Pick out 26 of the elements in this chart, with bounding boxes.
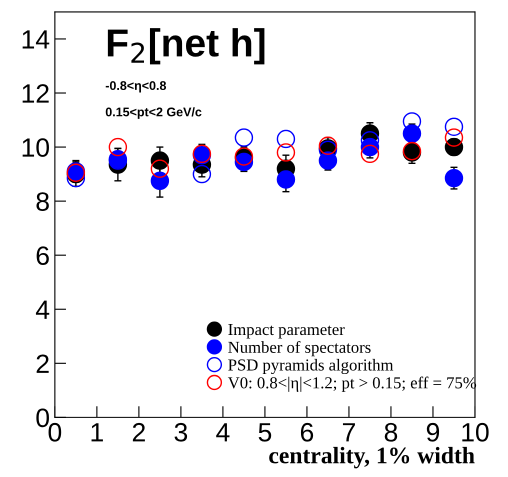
y-tick-label: 2 [36, 354, 49, 373]
y-tick-label: 12 [22, 84, 49, 103]
legend-label: Number of spectators [228, 341, 371, 356]
chart-title: F$_{2}$[net h] [108, 28, 264, 64]
x-tick-label: 2 [132, 422, 145, 442]
x-tick-label: 4 [216, 423, 230, 442]
y-tick-label: 4 [36, 300, 50, 319]
annotation: 0.15<pt<2 GeV/c [106, 107, 202, 119]
y-tick-label: 0 [36, 408, 49, 428]
y-tick-label: 6 [36, 246, 49, 266]
y-tick-label: 10 [22, 138, 49, 157]
legend-label: Impact parameter [228, 324, 345, 338]
x-axis-title: centrality, 1% width [269, 446, 475, 468]
x-tick-label: 8 [384, 422, 398, 442]
x-tick-label: 6 [300, 422, 314, 442]
x-tick-label: 3 [174, 422, 188, 442]
x-tick-label: 10 [462, 422, 489, 442]
legend-label: PSD pyramids algorithm [228, 358, 394, 374]
x-tick-label: 7 [342, 423, 355, 442]
annotation: -0.8<η<0.8 [106, 81, 166, 92]
x-tick-label: 1 [92, 423, 103, 442]
y-tick-label: 8 [36, 192, 49, 211]
x-tick-label: 9 [426, 422, 440, 442]
y-tick-label: 14 [22, 30, 50, 49]
x-tick-label: 5 [258, 423, 272, 442]
x-tick-label: 0 [48, 422, 62, 442]
